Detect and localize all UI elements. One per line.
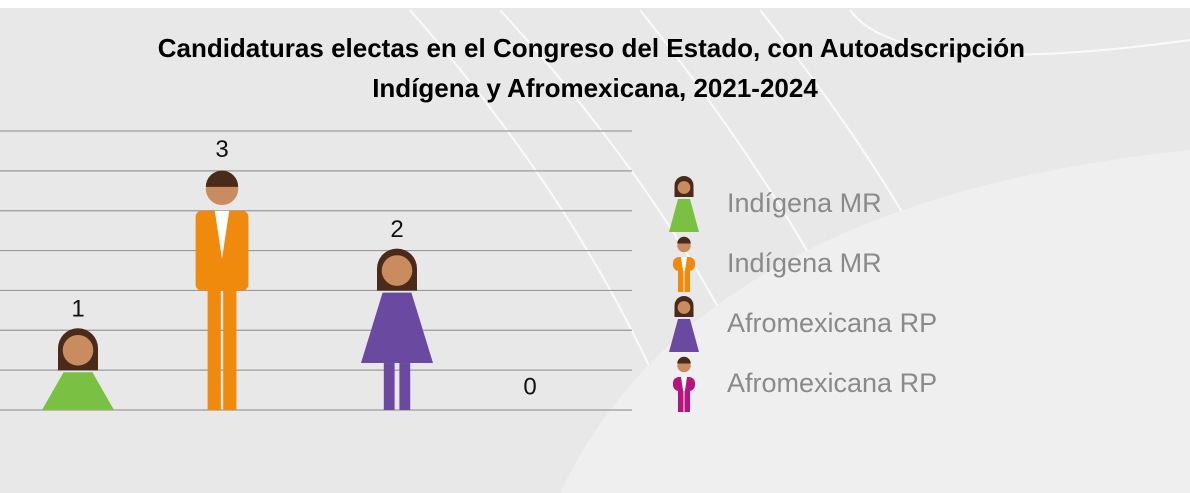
value-label: 1: [71, 296, 84, 323]
legend-label: Indígena MR: [727, 188, 882, 218]
head: [678, 301, 691, 314]
leg: [678, 391, 684, 412]
head: [678, 181, 691, 194]
top-strip: [0, 0, 1190, 8]
value-label: 2: [390, 216, 403, 243]
head: [382, 255, 413, 286]
legend-label: Afromexicana RP: [727, 308, 937, 338]
legend-label: Afromexicana RP: [727, 368, 937, 398]
chart: Candidaturas electas en el Congreso del …: [0, 0, 1190, 493]
leg: [678, 271, 684, 292]
title-line: Candidaturas electas en el Congreso del …: [158, 33, 1025, 63]
value-label: 3: [215, 136, 228, 163]
leg: [208, 291, 221, 410]
leg: [399, 363, 410, 410]
title-line: Indígena y Afromexicana, 2021-2024: [372, 73, 818, 103]
leg: [384, 363, 395, 410]
head: [63, 335, 94, 366]
value-label: 0: [523, 373, 536, 400]
leg: [223, 291, 236, 410]
leg: [685, 271, 691, 292]
legend-label: Indígena MR: [727, 248, 882, 278]
leg: [685, 391, 691, 412]
